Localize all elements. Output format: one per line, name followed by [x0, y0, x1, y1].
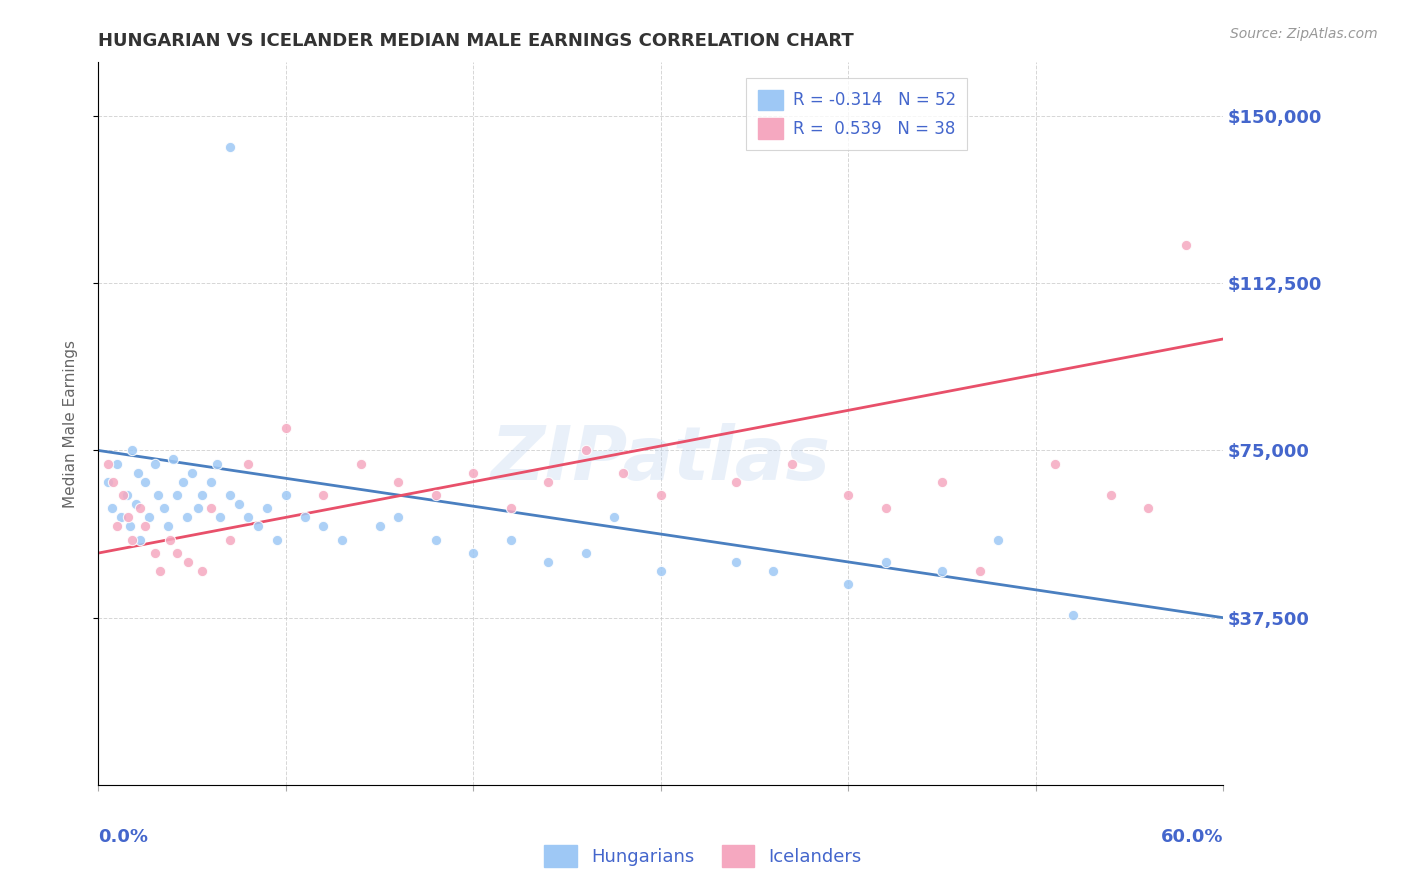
Point [134, 519, 156, 533]
Point [138, 510, 160, 524]
Point [387, 475, 409, 489]
Point [200, 501, 222, 516]
Point [575, 443, 598, 458]
Point [537, 555, 560, 569]
Point [153, 501, 176, 516]
Point [969, 564, 991, 578]
Point [837, 488, 859, 502]
Point [650, 488, 672, 502]
Point [603, 510, 626, 524]
Point [246, 519, 269, 533]
Point [111, 488, 134, 502]
Point [134, 475, 156, 489]
Point [148, 488, 170, 502]
Point [125, 497, 148, 511]
Point [97, 475, 120, 489]
Point [238, 457, 260, 471]
Point [312, 488, 335, 502]
Point [875, 501, 897, 516]
Point [159, 533, 181, 547]
Point [724, 475, 747, 489]
Point [120, 519, 142, 533]
Point [177, 555, 200, 569]
Point [143, 457, 166, 471]
Point [127, 466, 149, 480]
Text: HUNGARIAN VS ICELANDER MEDIAN MALE EARNINGS CORRELATION CHART: HUNGARIAN VS ICELANDER MEDIAN MALE EARNI… [98, 32, 855, 50]
Point [780, 457, 803, 471]
Point [387, 510, 409, 524]
Point [650, 564, 672, 578]
Point [128, 533, 150, 547]
Point [205, 457, 228, 471]
Point [987, 533, 1010, 547]
Point [166, 488, 188, 502]
Point [100, 501, 122, 516]
Point [612, 466, 634, 480]
Y-axis label: Median Male Earnings: Median Male Earnings [63, 340, 77, 508]
Point [499, 533, 522, 547]
Point [128, 501, 150, 516]
Text: 60.0%: 60.0% [1161, 829, 1223, 847]
Point [190, 564, 212, 578]
Point [121, 443, 143, 458]
Point [105, 519, 128, 533]
Point [575, 546, 598, 560]
Point [1137, 501, 1160, 516]
Point [218, 488, 240, 502]
Point [274, 421, 297, 435]
Point [330, 533, 353, 547]
Point [110, 510, 132, 524]
Point [228, 497, 250, 511]
Point [181, 466, 204, 480]
Point [143, 546, 166, 560]
Point [463, 466, 485, 480]
Point [463, 546, 485, 560]
Point [425, 488, 447, 502]
Point [115, 488, 138, 502]
Point [1043, 457, 1066, 471]
Text: 0.0%: 0.0% [98, 829, 149, 847]
Point [294, 510, 316, 524]
Point [117, 510, 139, 524]
Point [176, 510, 198, 524]
Point [238, 510, 260, 524]
Point [724, 555, 747, 569]
Point [97, 457, 120, 471]
Point [368, 519, 391, 533]
Point [266, 533, 288, 547]
Point [209, 510, 232, 524]
Point [837, 577, 859, 591]
Point [218, 140, 240, 154]
Legend: R = -0.314   N = 52, R =  0.539   N = 38: R = -0.314 N = 52, R = 0.539 N = 38 [747, 78, 967, 151]
Point [425, 533, 447, 547]
Point [156, 519, 179, 533]
Point [190, 488, 212, 502]
Point [537, 475, 560, 489]
Point [931, 475, 953, 489]
Point [166, 546, 188, 560]
Point [274, 488, 297, 502]
Point [105, 457, 128, 471]
Point [875, 555, 897, 569]
Point [1099, 488, 1122, 502]
Point [1062, 608, 1084, 623]
Point [1174, 238, 1197, 252]
Point [187, 501, 209, 516]
Point [103, 475, 125, 489]
Text: Source: ZipAtlas.com: Source: ZipAtlas.com [1230, 27, 1378, 41]
Point [256, 501, 278, 516]
Point [200, 475, 222, 489]
Point [499, 501, 522, 516]
Point [218, 533, 240, 547]
Point [931, 564, 953, 578]
Point [762, 564, 785, 578]
Point [149, 564, 172, 578]
Text: ZIPatlas: ZIPatlas [491, 424, 831, 496]
Point [312, 519, 335, 533]
Legend: Hungarians, Icelanders: Hungarians, Icelanders [537, 838, 869, 874]
Point [172, 475, 194, 489]
Point [350, 457, 373, 471]
Point [121, 533, 143, 547]
Point [162, 452, 184, 467]
